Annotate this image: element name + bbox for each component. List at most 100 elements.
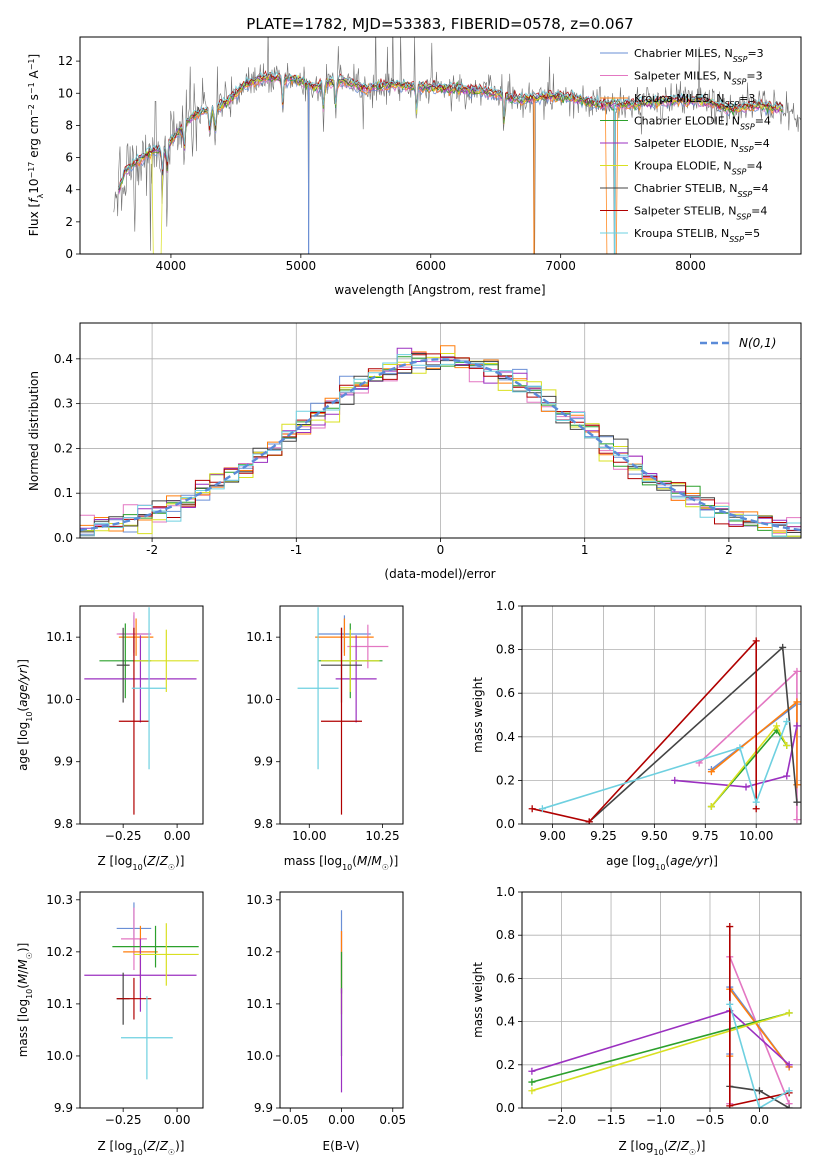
weight-point-marker [793, 722, 801, 730]
label-part: age/yr [16, 667, 30, 706]
y-tick-label: 0.6 [496, 686, 515, 700]
x-tick-label: 9.50 [641, 829, 668, 843]
x-tick-label: −0.5 [695, 1113, 724, 1127]
weight-point-marker [726, 1000, 734, 1008]
label-part: Z [log [98, 854, 133, 868]
label-part: ☉ [382, 863, 389, 872]
axes-frame [79, 322, 802, 539]
chart-title: PLATE=1782, MJD=53383, FIBERID=0578, z=0… [246, 15, 633, 33]
x-tick-label: −1.0 [646, 1113, 675, 1127]
x-axis-label: Z [log10(Z/Z☉)] [619, 1139, 706, 1157]
weight-point-marker [707, 803, 715, 811]
weight-vs-z-axes: −2.0 −1.5 −1.0 −0.5 0.0 0.0 0.2 0.4 0.6 0.8 1.0 Z [… [471, 885, 802, 1157]
legend-entry: Chabrier ELODIE, NSSP=4 [634, 115, 771, 132]
x-tick-label: 6000 [415, 259, 446, 273]
label-part: Flux [ [27, 203, 41, 236]
spectrum-axes: 4000 5000 6000 7000 8000 0 2 4 6 8 10 12 wavelength … [27, 36, 802, 297]
y-tick-label: 10.0 [246, 1049, 273, 1063]
x-tick-label: 9.25 [590, 829, 617, 843]
label-part: ☉ [25, 952, 34, 959]
weight-point-marker [783, 742, 791, 750]
label-part: =3 [746, 70, 762, 83]
weight-point-marker [671, 776, 679, 784]
label-part: SSP [739, 145, 754, 154]
label-part: ☉ [168, 863, 175, 872]
label-part: −1 [27, 82, 36, 94]
label-part: =3 [747, 47, 763, 60]
label-part: Kroupa ELODIE, N [634, 160, 732, 173]
label-part: =5 [744, 227, 760, 240]
axes-frame [79, 891, 204, 1109]
y-axis-label: mass weight [471, 677, 485, 753]
label-part: Z [146, 1139, 156, 1153]
x-tick-label: −0.05 [272, 1113, 309, 1127]
x-tick-label: 9.00 [539, 829, 566, 843]
mass-vs-z-axes: −0.25 0.009.910.010.110.210.3Z [log10(Z/Z… [16, 891, 204, 1157]
x-axis-label: wavelength [Angstrom, rest frame] [334, 283, 545, 297]
label-part: ☉ [689, 1148, 696, 1157]
weight-point-marker [755, 1087, 763, 1095]
y-tick-label: 0.6 [496, 971, 515, 985]
error-bar-point [84, 635, 197, 723]
x-tick-label: 0.0 [750, 1113, 769, 1127]
weight-point-marker [752, 798, 760, 806]
label-part: A [27, 69, 41, 82]
legend-entry: Salpeter MILES, NSSP=3 [634, 70, 763, 87]
weight-point-marker [793, 816, 801, 824]
label-part: Z [667, 1139, 677, 1153]
label-part: SSP [736, 212, 751, 221]
label-part: Z [log [98, 1139, 133, 1153]
y-tick-label: 10.1 [246, 630, 273, 644]
weight-point-marker [528, 805, 536, 813]
y-tick-label: 9.8 [54, 817, 73, 831]
label-part: Chabrier ELODIE, N [634, 115, 740, 128]
error-bar-point [131, 607, 167, 770]
legend: N(0,1) [700, 336, 776, 350]
y-tick-label: 10.2 [246, 945, 273, 959]
label-part: )] [16, 943, 30, 952]
y-tick-label: 10.3 [46, 893, 73, 907]
label-part: SSP [738, 190, 753, 199]
legend-entry: Chabrier MILES, NSSP=3 [634, 47, 764, 64]
error-bar-point [335, 635, 377, 723]
label-part: mass [log [16, 999, 30, 1057]
x-tick-label: -2 [146, 543, 158, 557]
x-axis-label: (data-model)/error [384, 567, 495, 581]
age-vs-z-plot-area [84, 607, 199, 815]
x-tick-label: 0.00 [164, 1113, 191, 1127]
y-tick-label: 10.1 [46, 997, 73, 1011]
label-part: Z [159, 1139, 169, 1153]
x-tick-label: 0.00 [164, 829, 191, 843]
weight-point-marker [528, 1067, 536, 1075]
x-tick-label: −1.5 [596, 1113, 625, 1127]
legend-entry: Chabrier STELIB, NSSP=4 [634, 182, 768, 199]
label-part: Chabrier MILES, N [634, 47, 733, 60]
x-tick-label: −0.25 [105, 829, 142, 843]
label-part: ( [352, 854, 357, 868]
x-tick-label: 8000 [675, 259, 706, 273]
weight-series-line [698, 669, 798, 820]
label-part: =4 [752, 182, 768, 195]
label-part: ( [16, 984, 30, 989]
error-bar-point [116, 977, 152, 1020]
weight-point-marker [779, 643, 787, 651]
label-part: / [677, 1139, 682, 1153]
x-tick-label: 10.00 [739, 829, 773, 843]
label-part: / [367, 854, 372, 868]
error-bar-point [121, 996, 173, 1080]
weight-vs-age-plot-area [528, 637, 801, 824]
weight-point-marker [793, 667, 801, 675]
x-axis-label: E(B-V) [322, 1139, 359, 1153]
label-part: Salpeter ELODIE, N [634, 137, 739, 150]
spectrum-plot-area [113, 37, 801, 254]
axes-frame [79, 36, 802, 255]
weight-series-line [532, 638, 758, 823]
x-tick-label: 0 [437, 543, 445, 557]
label-part: / [156, 854, 161, 868]
label-part: −2 [27, 104, 36, 116]
y-tick-label: 0.4 [54, 352, 73, 366]
error-bar-point [133, 923, 199, 986]
y-tick-label: 0.1 [54, 486, 73, 500]
error-bar-point [112, 925, 199, 968]
